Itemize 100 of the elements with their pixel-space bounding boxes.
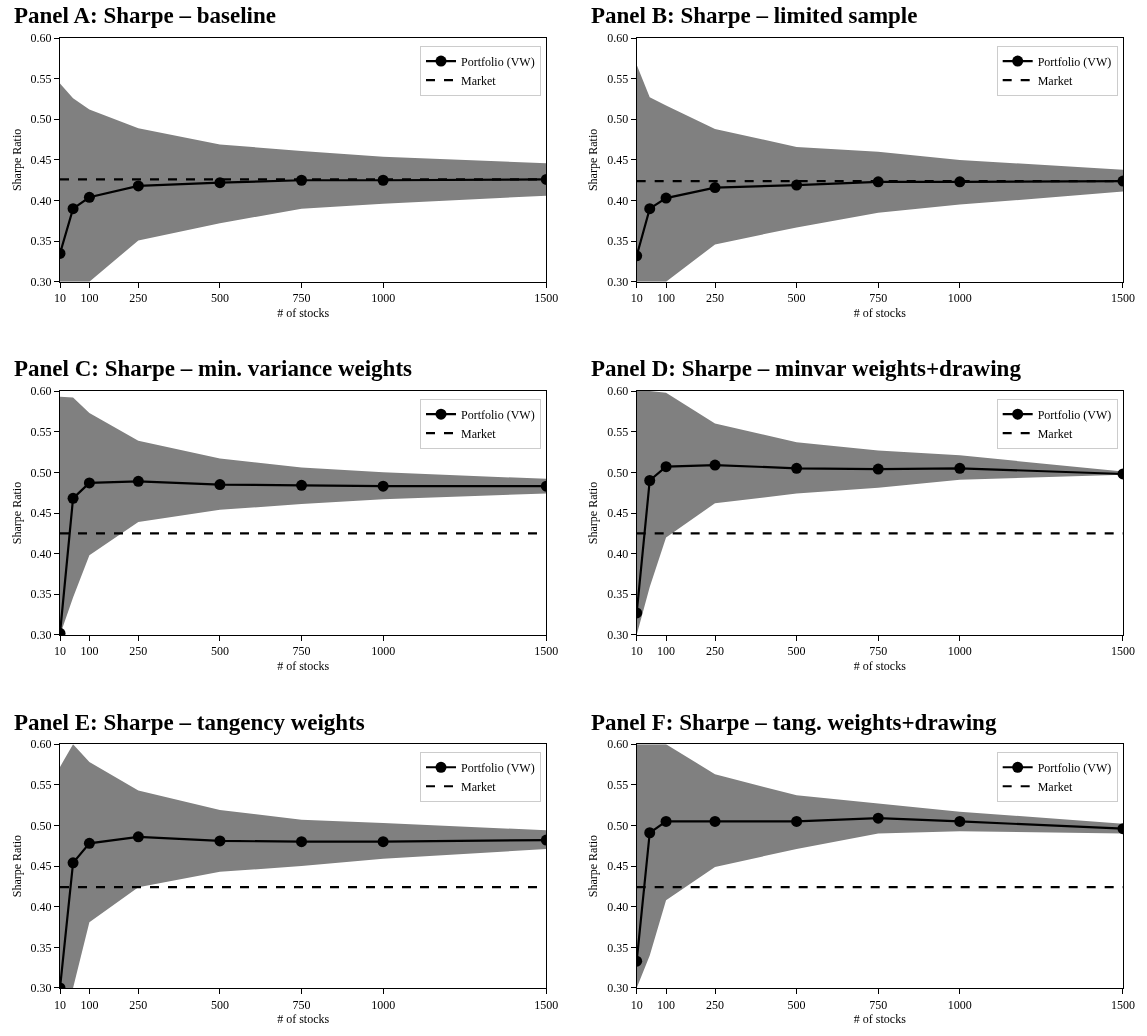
y-axis-title: Sharpe Ratio xyxy=(586,128,601,192)
y-tick-label: 0.55 xyxy=(30,424,52,439)
chart-title: Panel F: Sharpe – tang. weights+drawing xyxy=(591,710,997,735)
x-tick-label: 1000 xyxy=(371,291,396,306)
legend-label: Market xyxy=(461,779,497,794)
x-tick-label: 250 xyxy=(706,644,725,659)
point xyxy=(296,836,308,848)
point xyxy=(214,835,226,847)
x-tick-label: 10 xyxy=(630,997,643,1012)
x-tick-label: 1500 xyxy=(534,644,559,659)
x-axis-title: # of stocks xyxy=(277,306,330,321)
x-tick-label: 750 xyxy=(292,291,311,306)
x-axis-title: # of stocks xyxy=(853,1012,907,1027)
y-tick-label: 0.40 xyxy=(607,546,629,561)
point xyxy=(791,179,803,191)
y-tick-label: 0.35 xyxy=(607,587,629,602)
x-tick-label: 750 xyxy=(292,997,311,1012)
x-tick-label: 1000 xyxy=(947,997,972,1012)
legend-label: Portfolio (VW) xyxy=(461,407,535,422)
point xyxy=(214,177,226,189)
point xyxy=(954,815,966,827)
y-tick-label: 0.40 xyxy=(30,193,52,208)
y-axis-title: Sharpe Ratio xyxy=(586,481,601,545)
x-tick-label: 100 xyxy=(657,644,676,659)
point xyxy=(644,203,656,215)
x-tick-label: 10 xyxy=(630,291,643,306)
point xyxy=(644,474,656,486)
point xyxy=(377,836,389,848)
x-tick-label: 100 xyxy=(80,644,99,659)
point xyxy=(83,477,95,489)
y-tick-label: 0.40 xyxy=(607,193,629,208)
point xyxy=(709,182,721,194)
y-tick-label: 0.40 xyxy=(30,899,52,914)
y-axis-title: Sharpe Ratio xyxy=(9,128,24,192)
y-tick-label: 0.60 xyxy=(607,31,629,46)
point xyxy=(709,815,721,827)
y-tick-label: 0.30 xyxy=(30,628,52,643)
x-tick-label: 1000 xyxy=(371,997,396,1012)
x-tick-label: 750 xyxy=(292,644,311,659)
y-tick-label: 0.40 xyxy=(30,546,52,561)
x-tick-label: 10 xyxy=(54,291,66,306)
y-tick-label: 0.50 xyxy=(30,818,52,833)
x-tick-label: 10 xyxy=(54,644,66,659)
y-tick-label: 0.30 xyxy=(607,981,629,996)
x-tick-label: 1500 xyxy=(1111,291,1135,306)
x-tick-label: 750 xyxy=(869,644,888,659)
y-tick-label: 0.45 xyxy=(30,153,52,168)
y-tick-label: 0.30 xyxy=(30,275,52,290)
y-axis-title: Sharpe Ratio xyxy=(9,834,24,898)
y-tick-label: 0.60 xyxy=(30,31,52,46)
y-tick-label: 0.35 xyxy=(30,587,52,602)
y-tick-label: 0.50 xyxy=(607,818,629,833)
point xyxy=(660,461,672,473)
point xyxy=(83,837,95,849)
legend-label: Portfolio (VW) xyxy=(461,760,535,775)
x-tick-label: 1000 xyxy=(947,291,972,306)
x-axis-title: # of stocks xyxy=(277,1012,330,1027)
chart-title: Panel E: Sharpe – tangency weights xyxy=(14,710,365,735)
chart-title: Panel B: Sharpe – limited sample xyxy=(591,3,918,28)
x-tick-label: 500 xyxy=(787,997,806,1012)
point xyxy=(296,479,308,491)
x-tick-label: 1500 xyxy=(534,291,559,306)
point xyxy=(132,180,144,192)
legend-label: Portfolio (VW) xyxy=(461,54,535,69)
chart-title: Panel C: Sharpe – min. variance weights xyxy=(14,356,413,381)
point xyxy=(377,480,389,492)
x-tick-label: 10 xyxy=(630,644,643,659)
y-tick-label: 0.55 xyxy=(607,778,629,793)
chart-title: Panel D: Sharpe – minvar weights+drawing xyxy=(591,356,1022,381)
x-tick-label: 100 xyxy=(80,291,99,306)
y-tick-label: 0.60 xyxy=(607,737,629,752)
y-tick-label: 0.50 xyxy=(607,112,629,127)
x-tick-label: 100 xyxy=(80,997,99,1012)
y-tick-label: 0.60 xyxy=(607,384,629,399)
y-tick-label: 0.35 xyxy=(607,940,629,955)
legend-label: Portfolio (VW) xyxy=(1037,407,1112,422)
y-axis-title: Sharpe Ratio xyxy=(586,834,601,898)
x-tick-label: 250 xyxy=(129,291,148,306)
x-tick-label: 1500 xyxy=(534,997,559,1012)
y-tick-label: 0.60 xyxy=(30,737,52,752)
y-tick-label: 0.50 xyxy=(30,112,52,127)
point xyxy=(872,812,884,824)
point xyxy=(67,203,79,215)
y-tick-label: 0.35 xyxy=(30,940,52,955)
chart-title: Panel A: Sharpe – baseline xyxy=(14,3,276,28)
point xyxy=(791,462,803,474)
x-tick-label: 1500 xyxy=(1111,644,1135,659)
point xyxy=(132,831,144,843)
y-tick-label: 0.45 xyxy=(607,859,629,874)
x-tick-label: 250 xyxy=(129,644,148,659)
x-tick-label: 250 xyxy=(706,291,725,306)
y-tick-label: 0.55 xyxy=(30,71,52,86)
x-axis-title: # of stocks xyxy=(277,659,330,674)
y-tick-label: 0.35 xyxy=(607,234,629,249)
legend-label: Market xyxy=(461,426,497,441)
x-tick-label: 500 xyxy=(210,291,229,306)
point xyxy=(660,192,672,204)
point xyxy=(132,475,144,487)
y-tick-label: 0.35 xyxy=(30,234,52,249)
x-tick-label: 10 xyxy=(54,997,66,1012)
